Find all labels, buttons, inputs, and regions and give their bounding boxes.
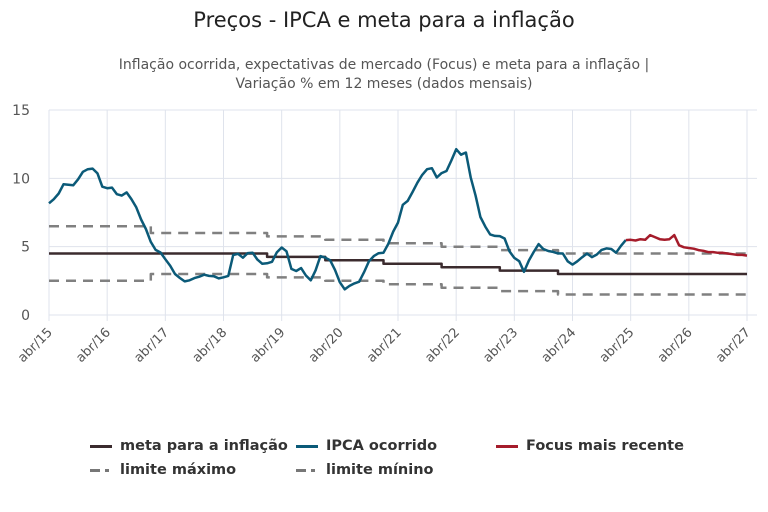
legend-swatch-limite-minimo	[296, 468, 318, 472]
y-tick-label: 0	[21, 308, 30, 324]
x-tick-label: abr/20	[306, 325, 347, 366]
subtitle-line-1: Inflação ocorrida, expectativas de merca…	[118, 57, 650, 73]
x-tick-label: abr/17	[132, 325, 173, 366]
series-line-ipca-ocorrido	[48, 147, 627, 291]
legend-item-limite-minimo[interactable]: limite mínino	[296, 462, 434, 478]
legend-label-limite-maximo: limite máximo	[120, 462, 237, 478]
x-tick-label: abr/15	[15, 325, 56, 366]
legend-swatch-limite-maximo	[90, 468, 112, 472]
legend-label-ipca: IPCA ocorrido	[326, 438, 438, 454]
y-tick-label: 10	[12, 171, 30, 187]
x-tick-label: abr/23	[481, 325, 522, 366]
legend-label-focus: Focus mais recente	[526, 438, 684, 454]
x-tick-label: abr/24	[539, 325, 580, 366]
legend-item-focus[interactable]: Focus mais recente	[496, 438, 684, 454]
chart-subtitle: Inflação ocorrida, expectativas de merca…	[0, 56, 768, 94]
legend-swatch-ipca	[296, 444, 318, 448]
x-tick-label: abr/21	[364, 325, 405, 366]
x-tick-label: abr/22	[422, 325, 463, 366]
series-line-focus-mais-recente	[625, 233, 748, 257]
x-tick-label: abr/19	[248, 325, 289, 366]
x-tick-label: abr/25	[597, 325, 638, 366]
legend-item-ipca[interactable]: IPCA ocorrido	[296, 438, 437, 454]
legend-label-meta: meta para a inflação	[120, 438, 288, 454]
series-line-meta-para-a-inflacao	[49, 252, 747, 276]
subtitle-line-2: Variação % em 12 meses (dados mensais)	[235, 76, 533, 92]
legend-swatch-focus	[496, 444, 518, 448]
y-tick-label: 5	[21, 240, 30, 256]
series-line-limite-minino	[49, 272, 747, 296]
series-line-limite-maximo	[49, 224, 747, 255]
chart-title: Preços - IPCA e meta para a inflação	[193, 8, 575, 32]
x-tick-label: abr/27	[713, 325, 754, 366]
legend-item-meta[interactable]: meta para a inflação	[90, 438, 288, 454]
y-tick-label: 15	[12, 103, 30, 119]
legend-item-limite-maximo[interactable]: limite máximo	[90, 462, 236, 478]
x-tick-label: abr/18	[190, 325, 231, 366]
x-tick-label: abr/26	[655, 325, 696, 366]
x-tick-label: abr/16	[73, 325, 114, 366]
legend-label-limite-minimo: limite mínino	[326, 462, 434, 478]
legend-swatch-meta	[90, 444, 112, 448]
